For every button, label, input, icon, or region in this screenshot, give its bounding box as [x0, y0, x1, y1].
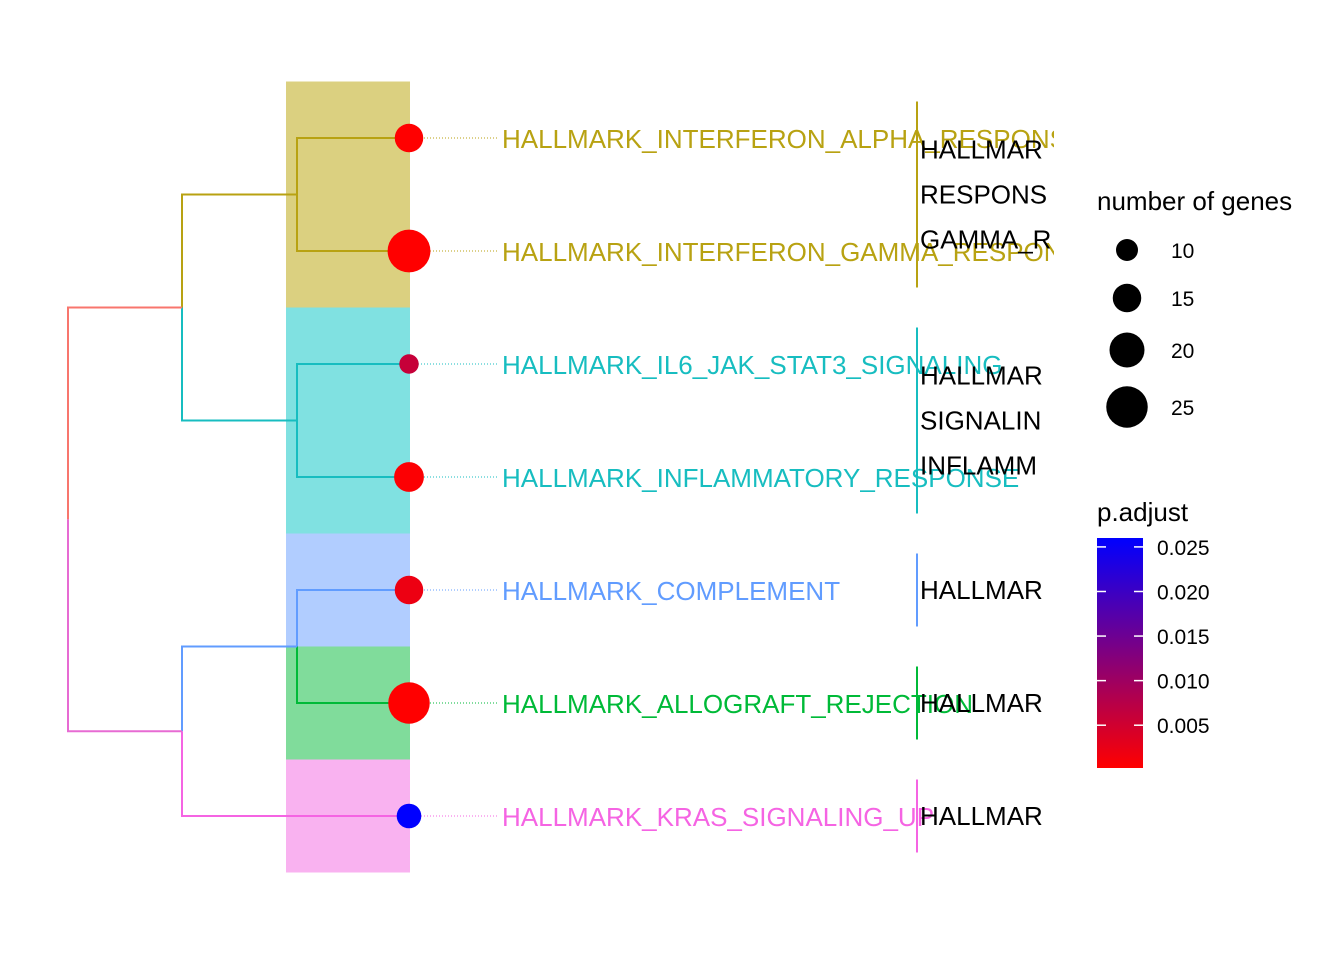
color-legend-bar	[1097, 538, 1143, 768]
branch-lower-e	[181, 731, 409, 817]
size-legend-label: 10	[1171, 240, 1194, 263]
size-legend-key	[1112, 283, 1142, 313]
branch-upper-b	[181, 307, 297, 422]
branch-upper-a	[181, 193, 297, 308]
cluster-label-2-line-3: INFLAMM	[920, 451, 1037, 481]
term-labels: HALLMARK_INTERFERON_ALPHA_RESPONSEHALLMA…	[502, 124, 1097, 832]
dendrogram	[67, 137, 409, 817]
term-point	[399, 354, 419, 374]
term-label: HALLMARK_KRAS_SIGNALING_UP	[502, 802, 934, 832]
cluster-label-3-line-1: HALLMAR	[920, 575, 1043, 605]
size-legend-label: 25	[1171, 397, 1194, 420]
term-label: HALLMARK_INFLAMMATORY_RESPONSE	[502, 463, 1019, 493]
branch-lower-cd	[181, 645, 297, 732]
cluster-label-1-line-1: HALLMAR	[920, 135, 1043, 165]
color-legend-label: 0.010	[1157, 671, 1210, 694]
color-legend-label: 0.005	[1157, 715, 1210, 738]
cluster-band-1	[286, 81, 410, 308]
term-label: HALLMARK_ALLOGRAFT_REJECTION	[502, 689, 973, 719]
size-legend-label: 20	[1171, 340, 1194, 363]
size-legend-key	[1109, 332, 1145, 368]
term-point	[388, 682, 430, 724]
term-point	[396, 803, 422, 829]
term-point	[394, 575, 424, 605]
root-top	[67, 306, 182, 520]
term-point	[387, 229, 431, 273]
cluster-label-1-line-3: GAMMA_R	[920, 225, 1051, 255]
size-legend: number of genes 10 15 20 25	[1097, 186, 1292, 428]
term-points	[387, 123, 431, 829]
term-label: HALLMARK_IL6_JAK_STAT3_SIGNALING	[502, 350, 1002, 380]
cluster-labels: HALLMAR RESPONS GAMMA_R HALLMAR SIGNALIN INFL…	[916, 101, 1051, 853]
color-legend-label: 0.025	[1157, 537, 1210, 560]
cluster-label-2-line-1: HALLMAR	[920, 361, 1043, 391]
size-legend-label: 15	[1171, 288, 1194, 311]
cluster-label-2-line-2: SIGNALIN	[920, 406, 1041, 436]
cluster-label-4-line-1: HALLMAR	[920, 688, 1043, 718]
term-point	[394, 462, 424, 492]
cluster-label-1-line-2: RESPONS	[920, 180, 1047, 210]
branch-c	[296, 589, 409, 647]
term-label: HALLMARK_COMPLEMENT	[502, 576, 840, 606]
cluster-band-2	[286, 307, 410, 534]
color-legend-label: 0.020	[1157, 581, 1210, 604]
color-legend: p.adjust 0.005 0.010 0.015 0.020 0.025	[1097, 497, 1210, 768]
size-legend-title: number of genes	[1097, 186, 1292, 216]
size-legend-key	[1106, 386, 1148, 428]
root-bottom	[67, 519, 182, 733]
branch-d	[296, 646, 409, 704]
term-label: HALLMARK_INTERFERON_GAMMA_RESPONSE	[502, 237, 1097, 267]
color-legend-title: p.adjust	[1097, 497, 1189, 527]
term-label: HALLMARK_INTERFERON_ALPHA_RESPONSE	[502, 124, 1084, 154]
term-point	[394, 123, 424, 153]
cluster-label-5-line-1: HALLMAR	[920, 801, 1043, 831]
size-legend-key	[1116, 239, 1138, 261]
color-legend-label: 0.015	[1157, 626, 1210, 649]
